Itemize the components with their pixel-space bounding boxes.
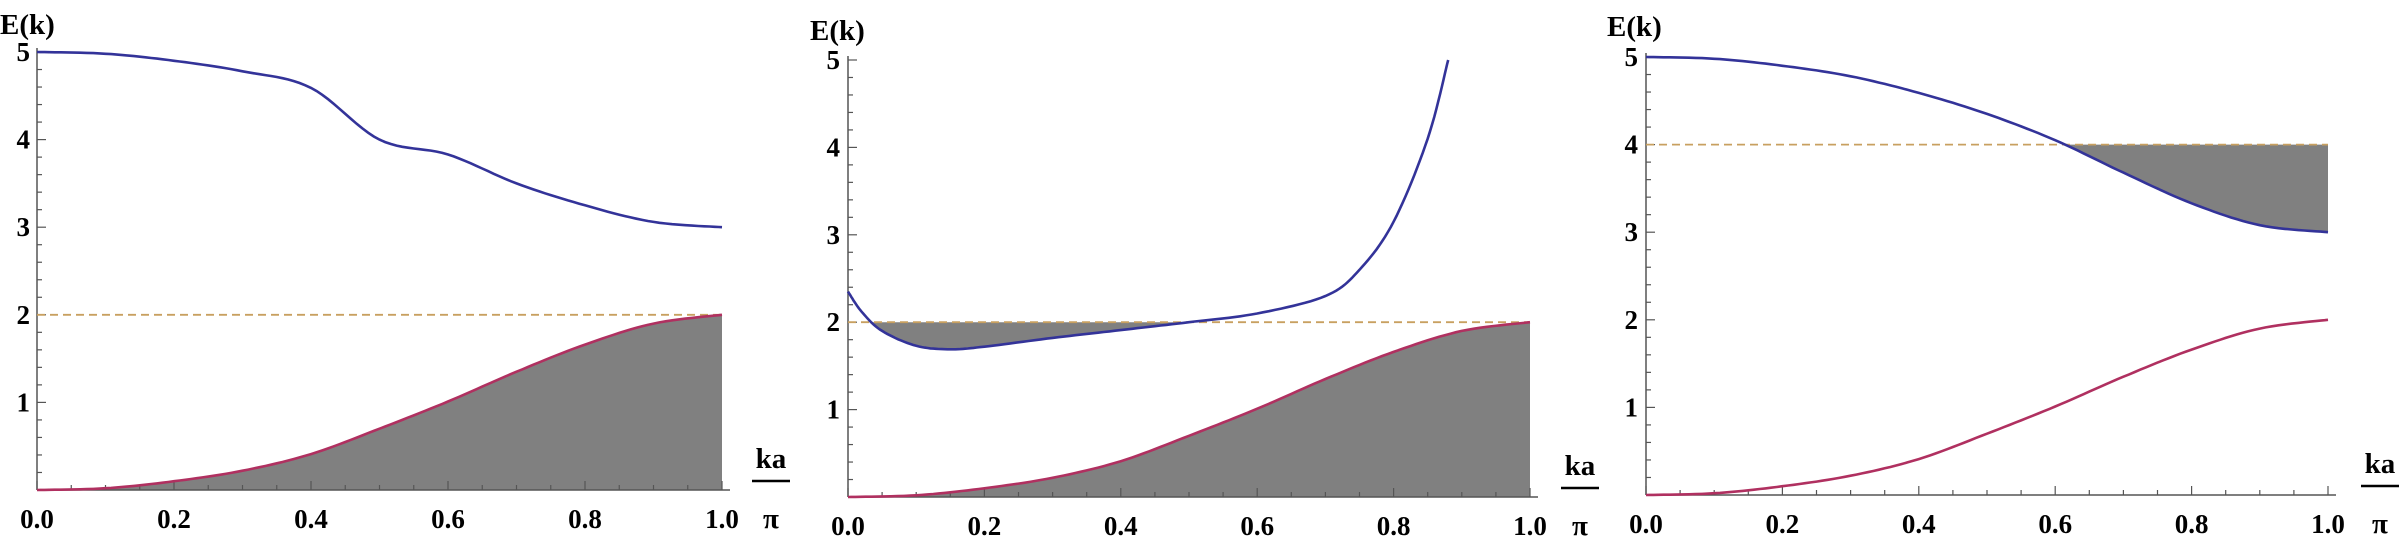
x-tick-label: 1.0 xyxy=(2311,509,2345,539)
shaded-region-upper-band xyxy=(872,322,1189,350)
y-axis-label: E(k) xyxy=(810,15,865,47)
upper-band-curve xyxy=(846,59,1450,351)
x-tick-label: 0.0 xyxy=(20,504,54,534)
y-tick-label: 4 xyxy=(827,132,841,162)
y-tick-label: 1 xyxy=(1625,392,1639,422)
x-tick-label: 0.2 xyxy=(968,511,1002,541)
y-tick-label: 3 xyxy=(1625,217,1639,247)
x-tick-label: 0.4 xyxy=(294,504,328,534)
chart-panel-1: 0.0 0.2 0.4 0.6 0.8 1.0 1 2 3 4 5E(k) ka π xyxy=(0,9,790,535)
x-tick-label: 0.2 xyxy=(1766,509,1800,539)
lower-band-curve xyxy=(847,320,1531,499)
x-tick-label: 0.8 xyxy=(568,504,602,534)
lower-band-curve xyxy=(36,313,723,492)
chart-panel-2: 0.0 0.2 0.4 0.6 0.8 1.0 1 2 3 4 5E(k) ka π xyxy=(810,15,1599,542)
x-tick-label: 0.4 xyxy=(1104,511,1138,541)
x-tick-label: 0.6 xyxy=(1240,511,1274,541)
y-tick-label: 5 xyxy=(827,45,841,75)
shaded-region-filled-states xyxy=(37,314,722,490)
x-tick-label: 0.6 xyxy=(431,504,465,534)
chart-panel-3: 0.0 0.2 0.4 0.6 0.8 1.0 1 2 3 4 5E(k) ka π xyxy=(1607,11,2399,540)
x-axis-label-numerator: ka xyxy=(2365,448,2396,480)
x-axis-label-denominator: π xyxy=(763,503,779,535)
x-axis-label-numerator: ka xyxy=(756,443,787,475)
x-tick-label: 1.0 xyxy=(1513,511,1547,541)
x-tick-label: 0.8 xyxy=(2175,509,2209,539)
y-tick-label: 1 xyxy=(17,387,31,417)
y-tick-label: 4 xyxy=(1625,130,1639,160)
y-tick-label: 3 xyxy=(17,212,31,242)
x-tick-label: 0.0 xyxy=(831,511,865,541)
x-tick-label: 0.8 xyxy=(1377,511,1411,541)
x-axis-label-denominator: π xyxy=(1572,510,1588,542)
y-axis-label: E(k) xyxy=(1607,11,1662,43)
y-tick-label: 4 xyxy=(17,125,31,155)
y-tick-label: 5 xyxy=(1625,42,1639,72)
x-tick-label: 1.0 xyxy=(705,504,739,534)
upper-band-curve xyxy=(36,50,723,229)
x-axis-label-numerator: ka xyxy=(1565,450,1596,482)
shaded-region-upper-band xyxy=(2066,144,2328,233)
upper-band-curve xyxy=(1645,55,2329,234)
y-tick-label: 2 xyxy=(827,307,841,337)
x-tick-label: 0.2 xyxy=(157,504,191,534)
lower-band-curve xyxy=(1645,318,2329,497)
y-tick-label: 5 xyxy=(17,37,31,67)
y-axis-label: E(k) xyxy=(0,9,55,41)
x-tick-label: 0.0 xyxy=(1629,509,1663,539)
y-tick-label: 2 xyxy=(1625,305,1639,335)
y-tick-label: 3 xyxy=(827,220,841,250)
y-tick-label: 1 xyxy=(827,395,841,425)
x-tick-label: 0.4 xyxy=(1902,509,1936,539)
x-axis-label-denominator: π xyxy=(2372,508,2388,540)
x-tick-label: 0.6 xyxy=(2038,509,2072,539)
y-tick-label: 2 xyxy=(17,300,31,330)
